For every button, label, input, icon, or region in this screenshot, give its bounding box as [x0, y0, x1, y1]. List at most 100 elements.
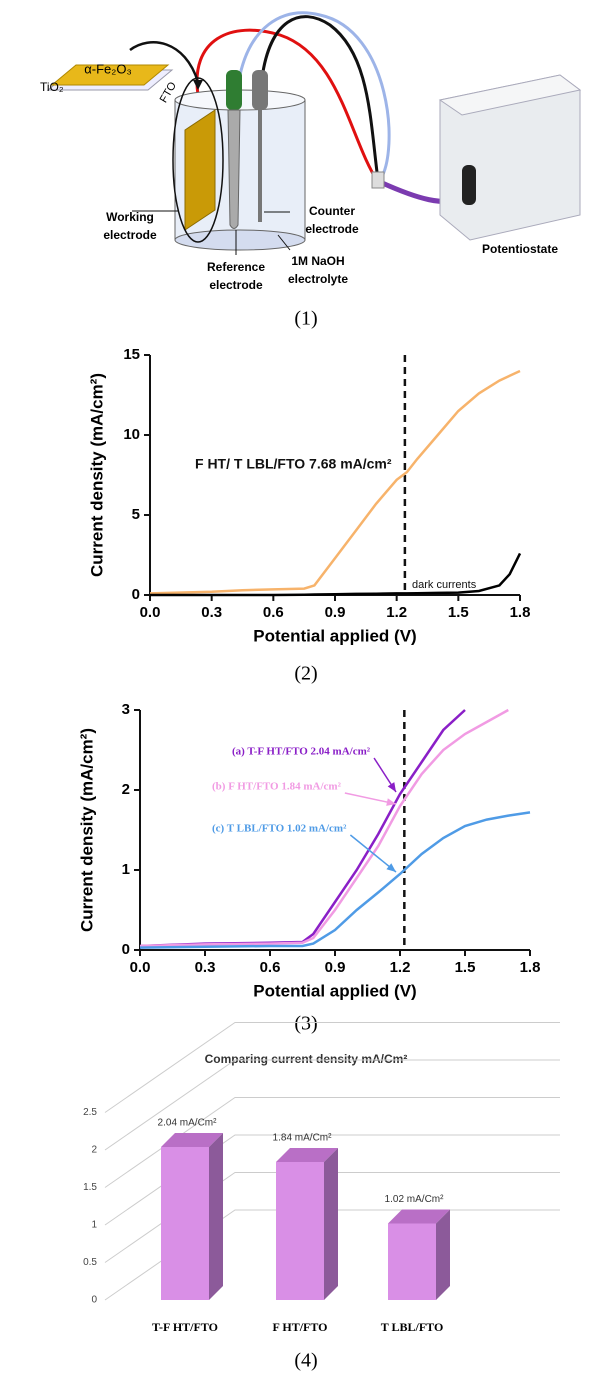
- x-tick-label: 1.8: [520, 959, 541, 976]
- clip: [371, 171, 385, 189]
- wire: [238, 11, 391, 181]
- annotation: F HT/ T LBL/FTO 7.68 mA/cm²: [195, 456, 392, 472]
- bar-top: [161, 1133, 223, 1147]
- bar-top: [388, 1209, 450, 1224]
- bar: [388, 1223, 436, 1300]
- x-tick-label: 0.6: [263, 604, 284, 621]
- x-tick-label: 1.5: [448, 604, 469, 621]
- y-tick-label: 1.5: [83, 1182, 97, 1193]
- setup-diagram: TiO₂ α-Fe₂O₃ FTO Working electrode Refer…: [40, 11, 582, 330]
- arrow: [129, 41, 200, 83]
- label: electrode: [103, 228, 157, 242]
- chart-title: Comparing current density mA/Cm²: [205, 1052, 408, 1066]
- label: TiO₂: [40, 80, 64, 94]
- bar: [276, 1162, 324, 1300]
- grid-line: [104, 1097, 560, 1188]
- caption: (1): [294, 308, 317, 330]
- bar: [161, 1147, 209, 1300]
- x-tick-label: 0.9: [325, 959, 346, 976]
- pointer: [277, 234, 291, 251]
- y-tick-label: 10: [123, 426, 140, 443]
- label: Potentiostate: [482, 242, 558, 256]
- grid-line: [104, 1059, 560, 1151]
- x-tick-label: 0.9: [325, 604, 346, 621]
- annotation: (c) T LBL/FTO 1.02 mA/cm²: [212, 823, 347, 835]
- counter-electrode: [258, 110, 262, 222]
- x-axis-label: Potential applied (V): [253, 981, 416, 1000]
- x-tick-label: 0.6: [260, 959, 281, 976]
- x-tick-label: 0.0: [140, 604, 161, 621]
- y-tick-label: 2: [122, 781, 130, 798]
- data-label: 2.04 mA/Cm²: [158, 1118, 218, 1129]
- y-axis-label: Current density (mA/cm²): [87, 373, 106, 577]
- arrow-head: [193, 80, 203, 90]
- wire: [260, 15, 380, 181]
- wire: [195, 28, 380, 183]
- series-line: [139, 811, 531, 949]
- caption: (3): [294, 1013, 317, 1035]
- series-line: [139, 708, 509, 948]
- x-tick-label: 0.3: [201, 604, 222, 621]
- potentiostat-top: [438, 74, 582, 116]
- highlight-ellipse: [172, 77, 224, 243]
- annotation: (b) F HT/FTO 1.84 mA/cm²: [212, 781, 342, 793]
- label: electrolyte: [288, 272, 348, 286]
- reference-cap: [226, 70, 242, 110]
- x-tick-label: 0.3: [195, 959, 216, 976]
- y-tick-label: 0: [132, 586, 140, 603]
- bar-top: [276, 1148, 338, 1162]
- x-tick-label: T-F HT/FTO: [152, 1320, 218, 1334]
- data-label: 1.84 mA/Cm²: [273, 1133, 333, 1144]
- x-tick-label: 1.2: [386, 604, 407, 621]
- grid-line: [104, 1209, 560, 1301]
- x-tick-label: F HT/FTO: [272, 1320, 327, 1334]
- caption: (4): [294, 1350, 317, 1372]
- annotation-arrow-head: [386, 798, 396, 806]
- annotation: (a) T-F HT/FTO 2.04 mA/cm²: [232, 746, 371, 758]
- label: electrode: [209, 278, 263, 292]
- annotation-arrow: [349, 834, 397, 873]
- counter-cap: [252, 70, 268, 110]
- grid-line: [104, 1172, 560, 1263]
- y-tick-label: 0: [122, 941, 130, 958]
- series-line: [149, 369, 521, 595]
- x-tick-label: 0.0: [130, 959, 151, 976]
- label: electrode: [305, 222, 359, 236]
- working-electrode: [184, 109, 216, 231]
- data-label: 1.02 mA/Cm²: [385, 1194, 445, 1205]
- bar-side: [436, 1209, 450, 1300]
- reference-electrode: [227, 109, 241, 229]
- caption: (2): [294, 663, 317, 685]
- y-tick-label: 5: [132, 506, 140, 523]
- y-tick-label: 15: [123, 346, 140, 363]
- label: 1M NaOH: [291, 254, 344, 268]
- y-tick-label: 2: [91, 1145, 97, 1156]
- y-tick-label: 0.5: [83, 1257, 97, 1268]
- y-tick-label: 2.5: [83, 1107, 97, 1118]
- y-tick-label: 0: [91, 1295, 97, 1306]
- sample: [50, 64, 170, 86]
- port: [462, 165, 476, 205]
- y-tick-label: 3: [122, 701, 130, 718]
- x-tick-label: 1.2: [390, 959, 411, 976]
- label: Counter: [309, 204, 355, 218]
- beaker-base: [174, 229, 306, 251]
- x-tick-label: 1.8: [510, 604, 531, 621]
- series-line: [150, 552, 522, 597]
- x-tick-label: 1.5: [455, 959, 476, 976]
- bar-side: [324, 1148, 338, 1300]
- y-axis-label: Current density (mA/cm²): [77, 728, 96, 932]
- annotation-arrow-head: [386, 863, 396, 872]
- label: α-Fe₂O₃: [84, 61, 131, 76]
- annotation-arrow-head: [387, 782, 396, 792]
- x-tick-label: T LBL/FTO: [381, 1320, 444, 1334]
- annotation: dark currents: [412, 579, 477, 591]
- y-tick-label: 1: [122, 861, 130, 878]
- grid-line: [104, 1134, 560, 1226]
- y-tick-label: 1: [91, 1220, 97, 1231]
- label: Reference: [207, 260, 265, 274]
- grid-line: [104, 1022, 560, 1113]
- bar-side: [209, 1133, 223, 1300]
- x-axis-label: Potential applied (V): [253, 626, 416, 645]
